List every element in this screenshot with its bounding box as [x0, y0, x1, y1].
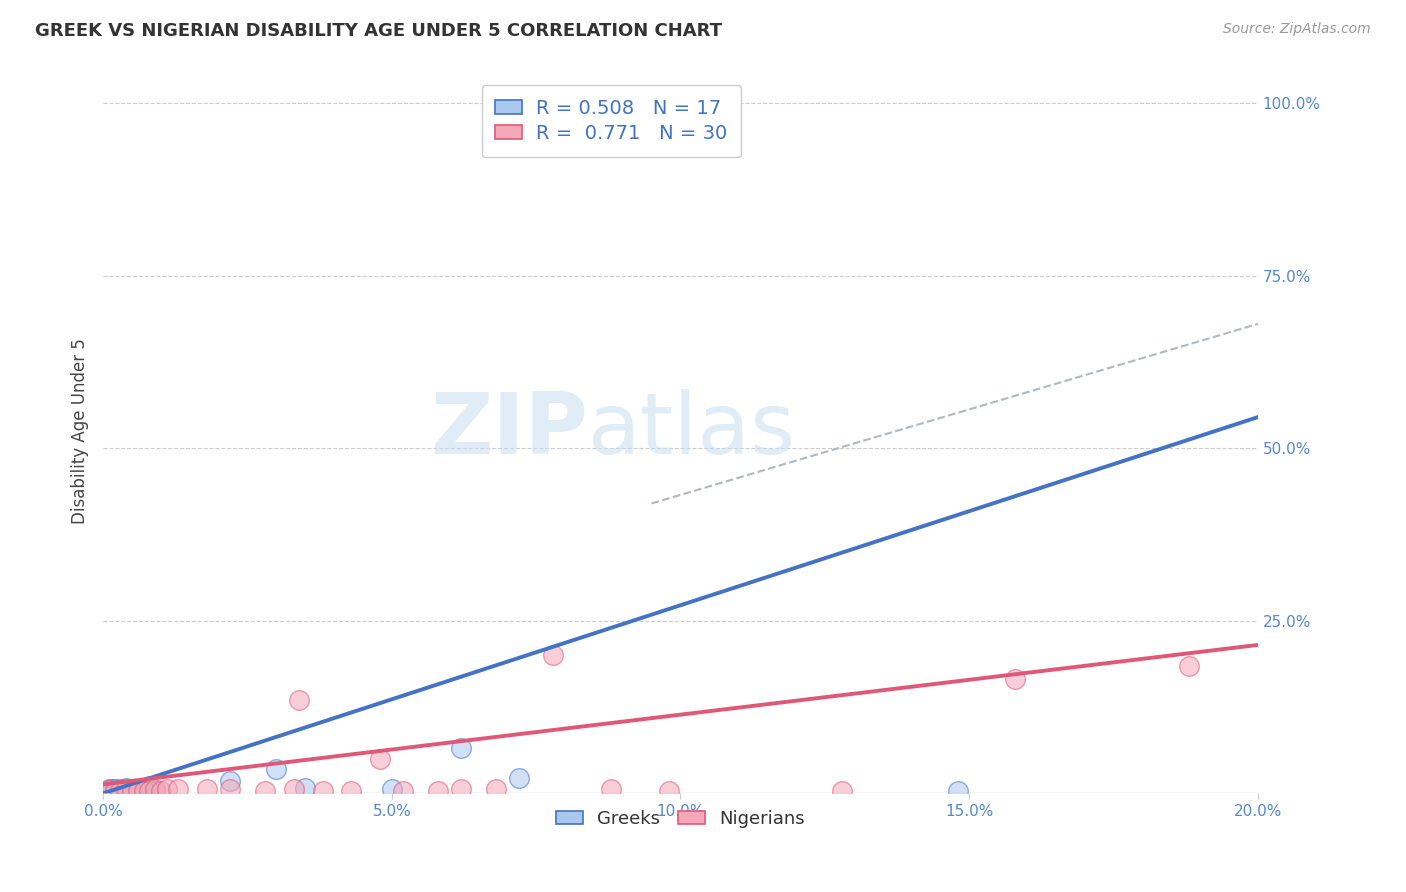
- Point: [132, 783, 155, 797]
- Point: [427, 783, 450, 797]
- Point: [1004, 673, 1026, 687]
- Y-axis label: Disability Age Under 5: Disability Age Under 5: [72, 338, 89, 524]
- Point: [132, 783, 155, 797]
- Point: [311, 783, 333, 797]
- Legend: Greeks, Nigerians: Greeks, Nigerians: [548, 803, 813, 835]
- Point: [381, 781, 404, 796]
- Point: [831, 783, 853, 797]
- Point: [340, 783, 363, 797]
- Point: [97, 782, 120, 797]
- Point: [121, 783, 143, 797]
- Point: [219, 773, 242, 788]
- Point: [946, 783, 969, 797]
- Point: [368, 752, 391, 766]
- Point: [392, 783, 415, 797]
- Point: [543, 648, 565, 663]
- Point: [450, 741, 472, 756]
- Point: [110, 782, 132, 797]
- Point: [658, 783, 681, 797]
- Point: [1177, 658, 1199, 673]
- Point: [143, 782, 166, 797]
- Point: [127, 783, 149, 797]
- Point: [143, 783, 166, 797]
- Point: [127, 782, 149, 797]
- Point: [450, 782, 472, 797]
- Point: [97, 783, 120, 797]
- Point: [600, 782, 623, 797]
- Point: [138, 780, 160, 794]
- Point: [115, 782, 138, 797]
- Point: [149, 783, 172, 797]
- Point: [508, 771, 530, 785]
- Point: [167, 782, 190, 797]
- Point: [283, 782, 305, 797]
- Text: Source: ZipAtlas.com: Source: ZipAtlas.com: [1223, 22, 1371, 37]
- Point: [195, 782, 218, 797]
- Point: [266, 762, 288, 776]
- Text: ZIP: ZIP: [430, 390, 588, 473]
- Point: [485, 782, 508, 797]
- Point: [138, 783, 160, 797]
- Point: [288, 693, 311, 707]
- Point: [110, 783, 132, 797]
- Point: [101, 782, 124, 797]
- Point: [104, 782, 127, 797]
- Text: GREEK VS NIGERIAN DISABILITY AGE UNDER 5 CORRELATION CHART: GREEK VS NIGERIAN DISABILITY AGE UNDER 5…: [35, 22, 723, 40]
- Text: atlas: atlas: [588, 390, 796, 473]
- Point: [156, 782, 179, 797]
- Point: [253, 783, 276, 797]
- Point: [115, 780, 138, 795]
- Point: [121, 783, 143, 797]
- Point: [294, 780, 316, 795]
- Point: [104, 783, 127, 797]
- Point: [219, 782, 242, 797]
